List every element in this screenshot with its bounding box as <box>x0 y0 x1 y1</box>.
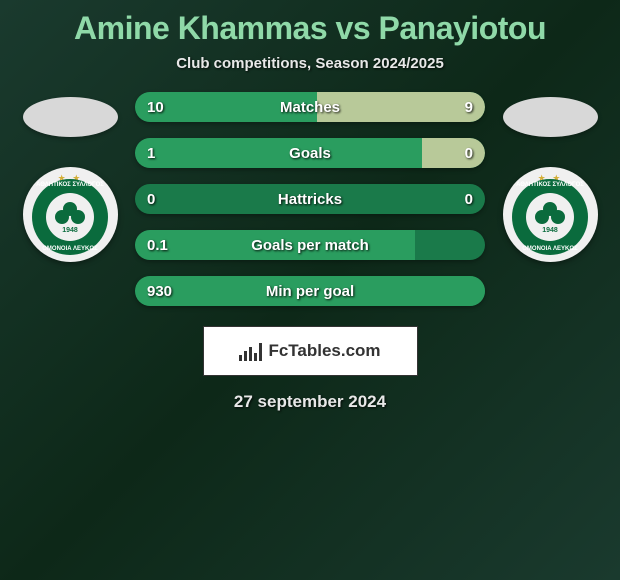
right-player-placeholder <box>503 97 598 137</box>
brand-box[interactable]: FcTables.com <box>203 326 418 376</box>
left-player-col: ★ ★ ΑΘΛΗΤΙΚΟΣ ΣΥΛΛΟΓΟΣ ΟΜΟΝΟΙΑ ΛΕΥΚΩΣ 19… <box>15 92 125 262</box>
stat-label: Goals per match <box>135 237 485 254</box>
clover-icon: 1948 <box>535 202 565 232</box>
stat-value-right: 0 <box>465 191 473 208</box>
brand-chart-icon <box>239 341 262 361</box>
stat-value-right: 0 <box>465 145 473 162</box>
brand-text: FcTables.com <box>268 341 380 361</box>
stat-label: Matches <box>135 99 485 116</box>
comparison-card: Amine Khammas vs Panayiotou Club competi… <box>0 0 620 422</box>
stat-bar: 10Matches9 <box>135 92 485 122</box>
main-row: ★ ★ ΑΘΛΗΤΙΚΟΣ ΣΥΛΛΟΓΟΣ ΟΜΟΝΟΙΑ ΛΕΥΚΩΣ 19… <box>0 92 620 306</box>
clover-icon: 1948 <box>55 202 85 232</box>
badge-ring: ΑΘΛΗΤΙΚΟΣ ΣΥΛΛΟΓΟΣ ΟΜΟΝΟΙΑ ΛΕΥΚΩΣ 1948 <box>512 179 588 255</box>
stat-bar: 0.1Goals per match <box>135 230 485 260</box>
page-title: Amine Khammas vs Panayiotou <box>74 10 546 47</box>
stat-label: Min per goal <box>135 283 485 300</box>
date-text: 27 september 2024 <box>234 392 386 412</box>
badge-ring: ΑΘΛΗΤΙΚΟΣ ΣΥΛΛΟΓΟΣ ΟΜΟΝΟΙΑ ΛΕΥΚΩΣ 1948 <box>32 179 108 255</box>
stat-bar: 0Hattricks0 <box>135 184 485 214</box>
stat-bar: 930Min per goal <box>135 276 485 306</box>
right-player-col: ★ ★ ΑΘΛΗΤΙΚΟΣ ΣΥΛΛΟΓΟΣ ΟΜΟΝΟΙΑ ΛΕΥΚΩΣ 19… <box>495 92 605 262</box>
subtitle: Club competitions, Season 2024/2025 <box>176 55 444 72</box>
stat-bar: 1Goals0 <box>135 138 485 168</box>
left-club-badge: ★ ★ ΑΘΛΗΤΙΚΟΣ ΣΥΛΛΟΓΟΣ ΟΜΟΝΟΙΑ ΛΕΥΚΩΣ 19… <box>23 167 118 262</box>
stat-label: Goals <box>135 145 485 162</box>
stats-column: 10Matches91Goals00Hattricks00.1Goals per… <box>135 92 485 306</box>
stat-label: Hattricks <box>135 191 485 208</box>
stat-value-right: 9 <box>465 99 473 116</box>
right-club-badge: ★ ★ ΑΘΛΗΤΙΚΟΣ ΣΥΛΛΟΓΟΣ ΟΜΟΝΟΙΑ ΛΕΥΚΩΣ 19… <box>503 167 598 262</box>
left-player-placeholder <box>23 97 118 137</box>
